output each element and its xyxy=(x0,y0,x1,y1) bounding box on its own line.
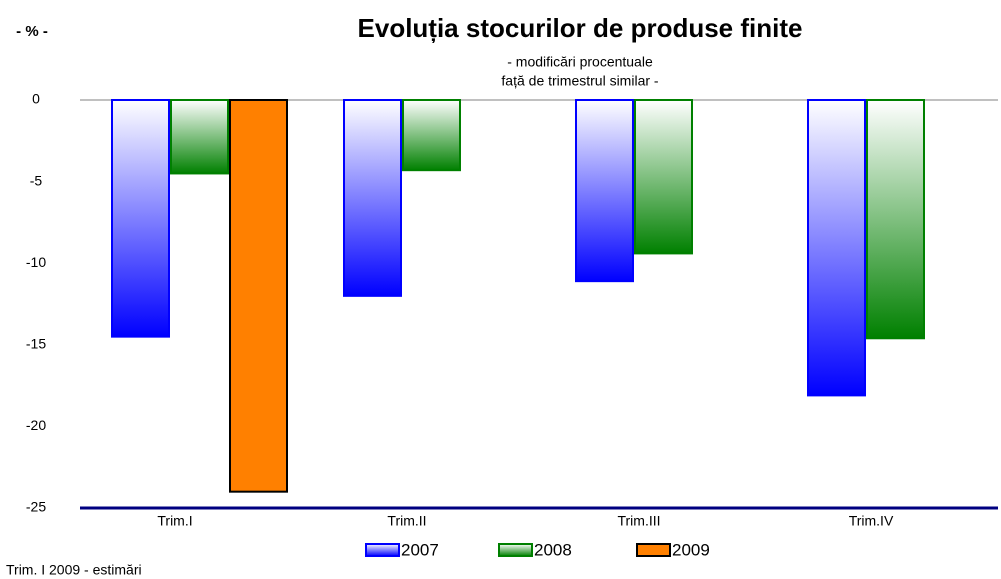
bar xyxy=(807,99,866,397)
chart-title: Evoluția stocurilor de produse finite xyxy=(358,13,803,43)
y-tick-label: -25 xyxy=(26,499,46,515)
bar xyxy=(866,99,925,340)
x-tick-label: Trim.II xyxy=(387,513,426,529)
bar xyxy=(229,99,288,493)
unit-label: - % - xyxy=(16,23,48,40)
legend-label: 2007 xyxy=(401,540,439,559)
legend-swatch xyxy=(636,543,671,557)
bar xyxy=(111,99,170,338)
y-tick-label: -5 xyxy=(30,172,43,188)
note: Trim. I 2009 - estimări xyxy=(6,562,142,578)
legend-label: 2008 xyxy=(534,540,572,559)
y-tick-label: -10 xyxy=(26,254,46,270)
legend-swatch xyxy=(498,543,533,557)
bar xyxy=(575,99,634,283)
subtitle: față de trimestrul similar - xyxy=(501,73,658,89)
x-tick-label: Trim.III xyxy=(617,513,660,529)
subtitle: - modificări procentuale xyxy=(507,54,653,70)
bar xyxy=(634,99,693,255)
y-tick-label: -20 xyxy=(26,417,46,433)
x-tick-label: Trim.I xyxy=(157,513,192,529)
legend-swatch xyxy=(365,543,400,557)
y-tick-label: -15 xyxy=(26,336,46,352)
y-tick-label: 0 xyxy=(32,91,40,107)
bar xyxy=(170,99,229,175)
x-tick-label: Trim.IV xyxy=(849,513,894,529)
bar xyxy=(402,99,461,172)
legend-label: 2009 xyxy=(672,540,710,559)
bar xyxy=(343,99,402,297)
